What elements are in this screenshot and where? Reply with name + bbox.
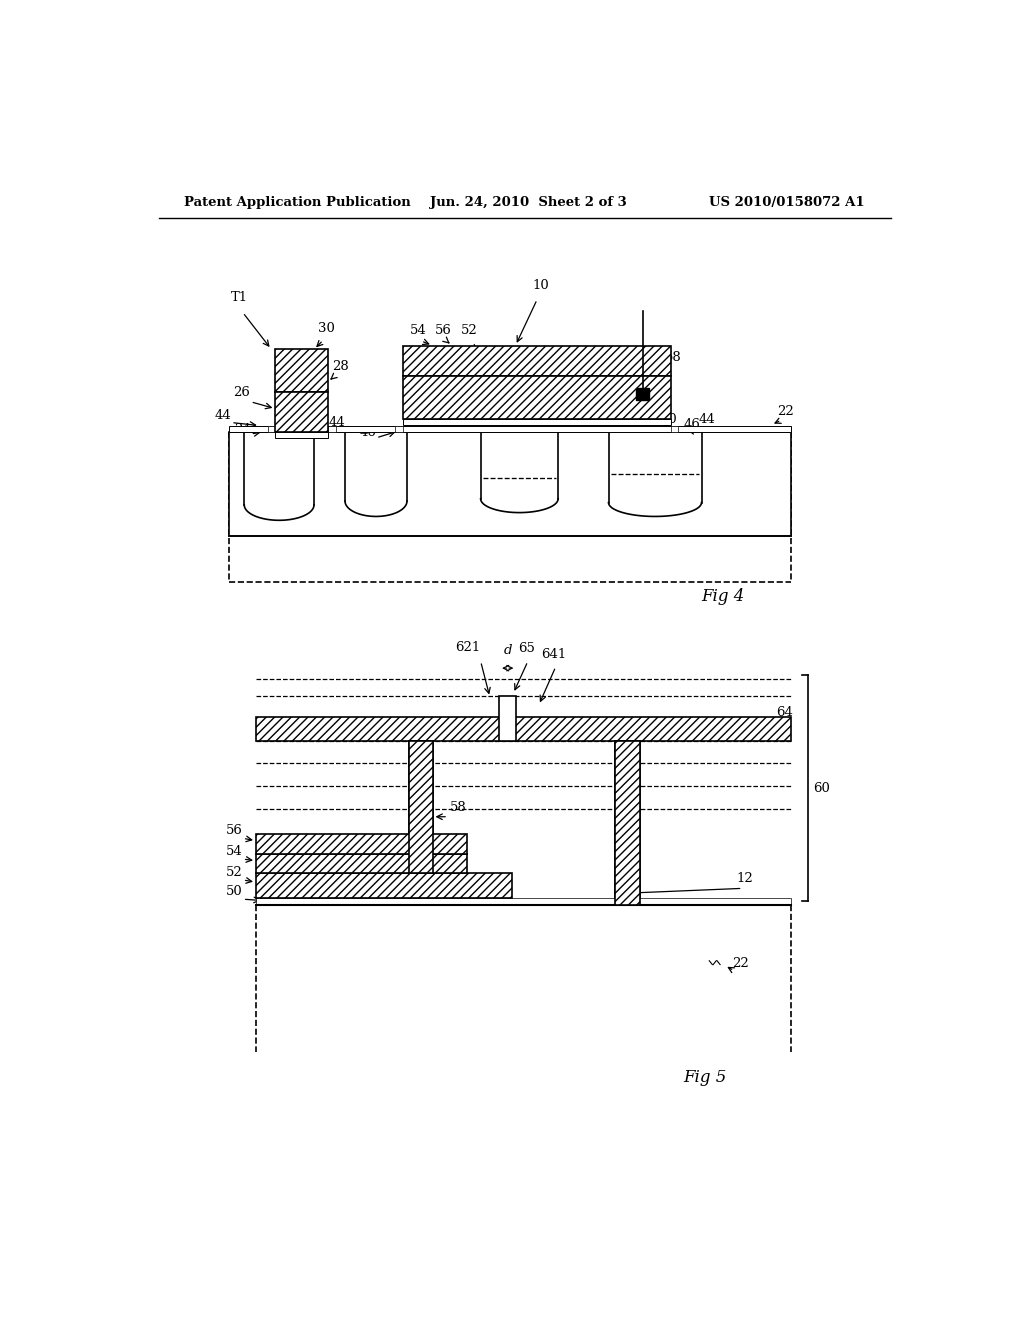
Bar — [256, 834, 467, 854]
Bar — [409, 741, 433, 873]
Bar — [256, 854, 467, 873]
Text: Jun. 24, 2010  Sheet 2 of 3: Jun. 24, 2010 Sheet 2 of 3 — [430, 195, 627, 209]
Bar — [403, 418, 671, 425]
Text: 10: 10 — [532, 280, 550, 292]
Text: 56: 56 — [226, 825, 243, 837]
Bar — [671, 425, 678, 432]
Bar — [267, 425, 275, 432]
Bar — [403, 346, 671, 376]
Bar — [403, 376, 671, 418]
Text: 22: 22 — [777, 405, 795, 418]
Bar — [615, 741, 640, 906]
Text: 58: 58 — [450, 801, 466, 814]
Text: 46: 46 — [359, 425, 377, 438]
Bar — [409, 741, 433, 906]
Bar — [275, 432, 328, 438]
Text: Fig 5: Fig 5 — [683, 1069, 726, 1086]
Text: 52: 52 — [461, 323, 477, 337]
Text: 52: 52 — [226, 866, 243, 879]
Bar — [615, 741, 640, 906]
Text: 56: 56 — [435, 323, 452, 337]
Text: 60: 60 — [813, 781, 830, 795]
Text: 28: 28 — [332, 360, 348, 374]
Bar — [228, 432, 791, 536]
Bar — [328, 425, 336, 432]
Text: 641: 641 — [542, 648, 567, 661]
Text: 64: 64 — [776, 706, 793, 719]
Bar — [228, 425, 791, 432]
Text: Fig 4: Fig 4 — [701, 589, 744, 605]
Text: 22: 22 — [732, 957, 750, 970]
Bar — [275, 392, 328, 432]
Text: 54: 54 — [410, 323, 426, 337]
Text: Patent Application Publication: Patent Application Publication — [183, 195, 411, 209]
Text: 46: 46 — [684, 418, 700, 430]
Bar — [500, 696, 516, 741]
Bar — [256, 718, 791, 741]
Bar — [636, 388, 649, 400]
Text: US 2010/0158072 A1: US 2010/0158072 A1 — [710, 195, 865, 209]
Text: 12: 12 — [736, 873, 753, 886]
Text: 58: 58 — [665, 351, 682, 364]
Text: 44: 44 — [698, 413, 716, 426]
Text: 30: 30 — [317, 322, 335, 335]
Text: 50: 50 — [660, 413, 677, 425]
Text: 44: 44 — [329, 416, 346, 429]
Text: 50: 50 — [226, 886, 243, 899]
Text: 65: 65 — [518, 642, 535, 655]
Text: d: d — [504, 644, 512, 657]
Text: T1: T1 — [231, 290, 248, 304]
Bar — [395, 425, 403, 432]
Bar — [256, 873, 512, 898]
Text: 62: 62 — [286, 727, 303, 741]
Text: 54: 54 — [226, 845, 243, 858]
Text: 24: 24 — [234, 422, 251, 436]
Text: 621: 621 — [455, 642, 480, 655]
Text: 26: 26 — [233, 385, 250, 399]
Text: 44: 44 — [214, 409, 231, 421]
Bar — [256, 898, 791, 906]
Bar — [275, 350, 328, 392]
